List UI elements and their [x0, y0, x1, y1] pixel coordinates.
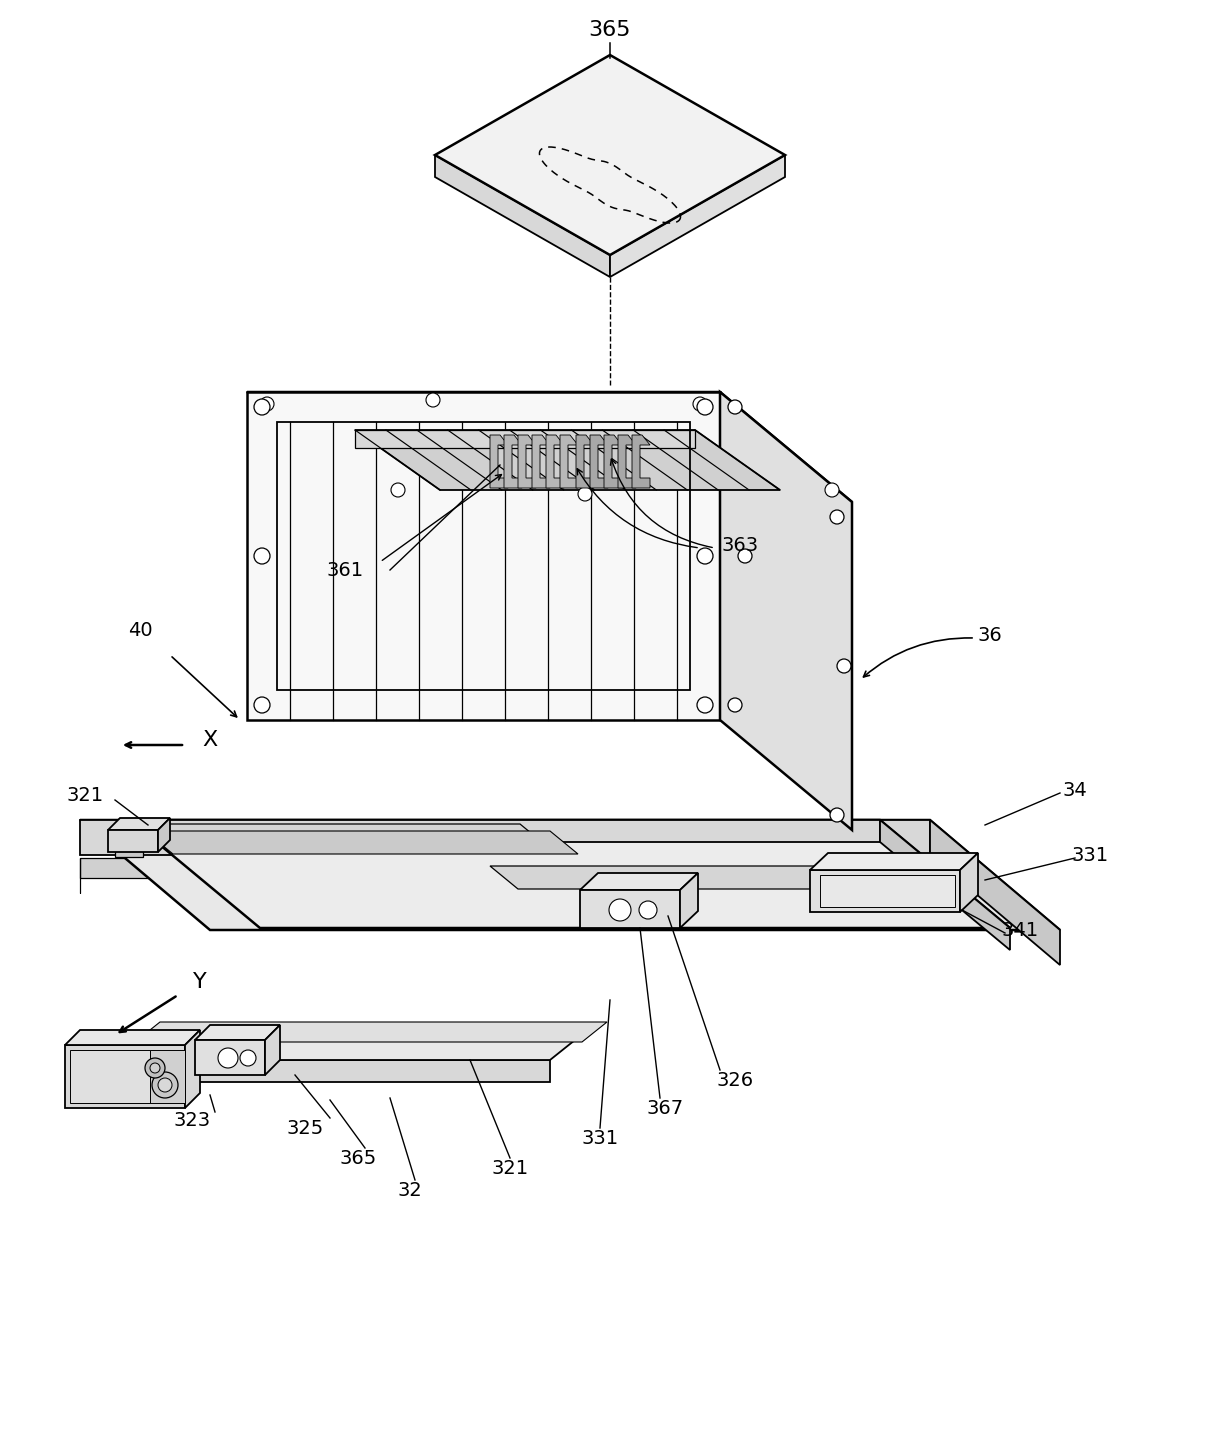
Circle shape [150, 1063, 160, 1073]
Polygon shape [103, 1040, 128, 1070]
Polygon shape [135, 1022, 607, 1042]
Circle shape [698, 547, 713, 564]
Text: 34: 34 [1063, 780, 1087, 799]
Polygon shape [546, 434, 565, 487]
Circle shape [578, 487, 592, 502]
Text: 326: 326 [717, 1070, 753, 1089]
Text: 40: 40 [128, 620, 152, 640]
Circle shape [609, 899, 631, 922]
Circle shape [145, 1057, 164, 1077]
Polygon shape [435, 54, 785, 254]
Polygon shape [532, 434, 550, 487]
Text: 321: 321 [491, 1159, 528, 1177]
Circle shape [693, 397, 707, 412]
Text: X: X [202, 730, 218, 750]
Text: 365: 365 [340, 1149, 377, 1167]
Circle shape [218, 1047, 238, 1067]
Polygon shape [80, 820, 1060, 930]
Polygon shape [80, 857, 930, 877]
Polygon shape [355, 430, 780, 490]
Polygon shape [185, 1030, 199, 1107]
Polygon shape [960, 853, 978, 912]
Text: 367: 367 [647, 1099, 683, 1117]
Text: 365: 365 [589, 20, 631, 40]
Polygon shape [721, 392, 852, 830]
Polygon shape [618, 434, 636, 487]
Polygon shape [247, 392, 721, 720]
Polygon shape [65, 1030, 199, 1045]
Polygon shape [158, 817, 170, 852]
Polygon shape [580, 890, 679, 927]
Polygon shape [435, 154, 611, 277]
Polygon shape [115, 825, 548, 847]
Polygon shape [810, 853, 978, 870]
Circle shape [825, 483, 839, 497]
Polygon shape [490, 434, 508, 487]
Polygon shape [115, 847, 143, 857]
Polygon shape [150, 1050, 185, 1103]
Circle shape [728, 400, 742, 414]
Polygon shape [265, 1025, 280, 1075]
Text: 331: 331 [1071, 846, 1109, 865]
Circle shape [158, 1077, 172, 1092]
Circle shape [152, 1072, 178, 1097]
Circle shape [426, 393, 440, 407]
Polygon shape [195, 1040, 265, 1075]
Text: 323: 323 [173, 1110, 210, 1129]
Text: 361: 361 [326, 560, 364, 580]
Text: 325: 325 [287, 1119, 324, 1137]
Polygon shape [247, 392, 852, 502]
Polygon shape [131, 820, 880, 842]
Polygon shape [820, 875, 955, 907]
Circle shape [254, 547, 270, 564]
Polygon shape [355, 430, 695, 449]
Text: 321: 321 [66, 786, 104, 805]
Circle shape [260, 397, 274, 412]
Circle shape [728, 697, 742, 712]
Circle shape [831, 510, 844, 524]
Polygon shape [590, 434, 608, 487]
Polygon shape [560, 434, 578, 487]
Polygon shape [103, 1040, 575, 1060]
Circle shape [837, 659, 851, 673]
Circle shape [254, 697, 270, 713]
Polygon shape [80, 820, 930, 855]
Circle shape [737, 549, 752, 563]
Polygon shape [575, 434, 594, 487]
Polygon shape [611, 154, 785, 277]
Text: 363: 363 [722, 536, 758, 554]
Polygon shape [108, 830, 158, 852]
Circle shape [698, 697, 713, 713]
Circle shape [640, 902, 656, 919]
Polygon shape [504, 434, 522, 487]
Text: Y: Y [193, 972, 207, 992]
Polygon shape [632, 434, 650, 487]
Text: 32: 32 [398, 1180, 422, 1199]
Polygon shape [604, 434, 621, 487]
Polygon shape [70, 1050, 150, 1103]
Polygon shape [195, 1025, 280, 1040]
Text: 36: 36 [978, 626, 1002, 644]
Polygon shape [580, 873, 698, 890]
Polygon shape [145, 832, 578, 855]
Polygon shape [880, 820, 1010, 950]
Text: 341: 341 [1001, 920, 1039, 939]
Polygon shape [490, 866, 918, 889]
Polygon shape [930, 820, 1060, 965]
Polygon shape [810, 870, 960, 912]
Circle shape [391, 483, 405, 497]
Polygon shape [103, 1060, 550, 1082]
Polygon shape [679, 873, 698, 927]
Circle shape [831, 807, 844, 822]
Circle shape [254, 399, 270, 414]
Circle shape [698, 399, 713, 414]
Polygon shape [131, 820, 1010, 927]
Polygon shape [517, 434, 536, 487]
Polygon shape [108, 817, 170, 830]
Circle shape [241, 1050, 256, 1066]
Polygon shape [65, 1045, 185, 1107]
Text: 331: 331 [582, 1129, 619, 1147]
